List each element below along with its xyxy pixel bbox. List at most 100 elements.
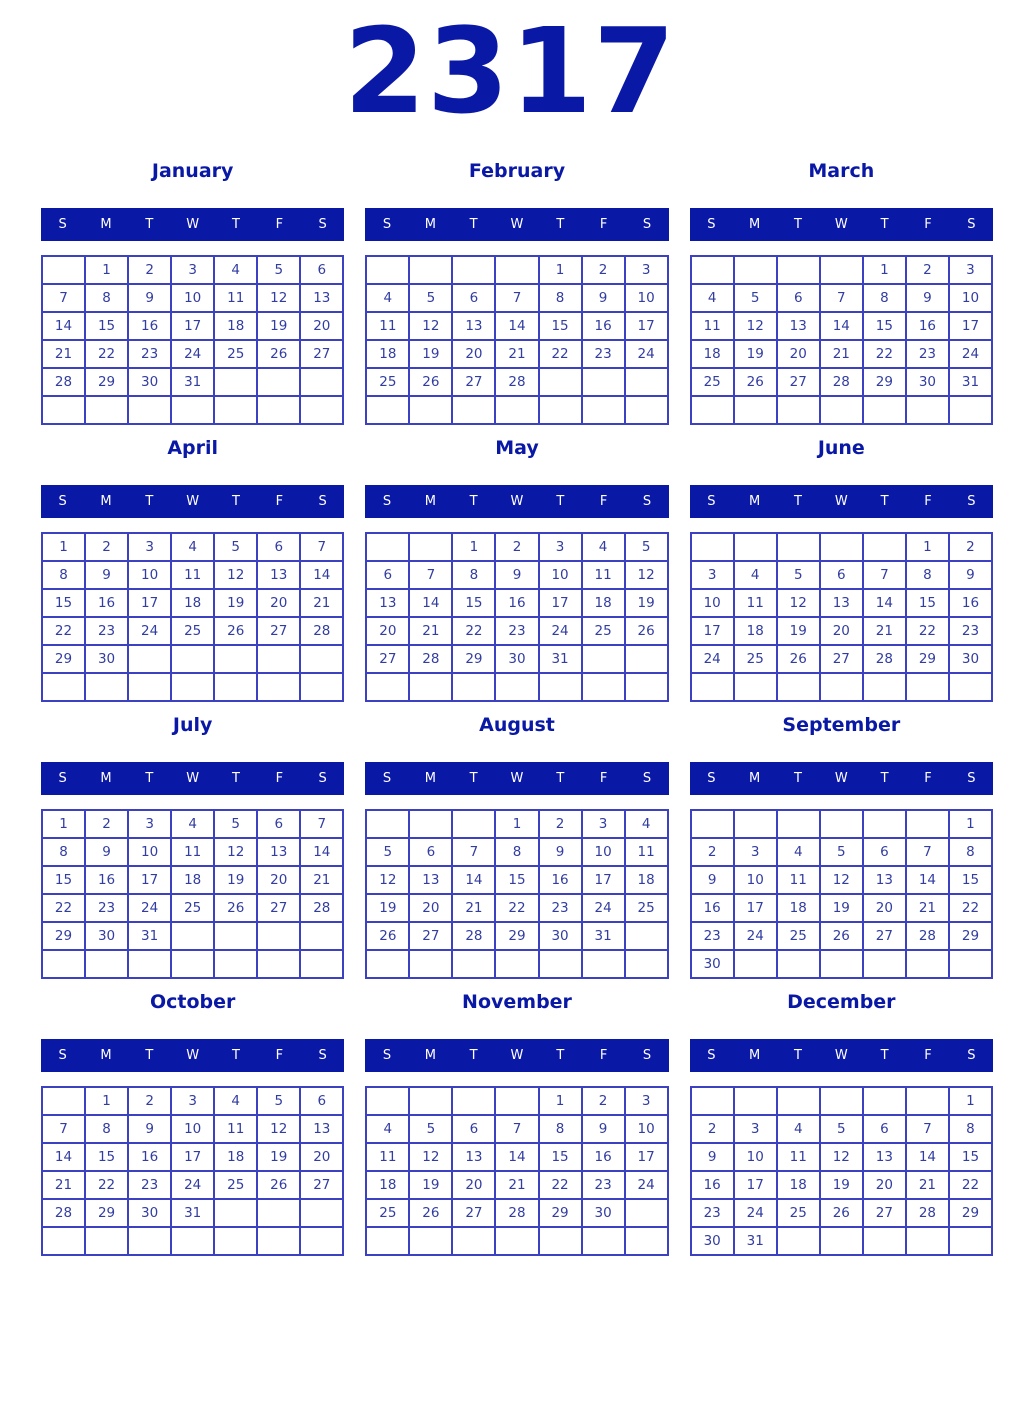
date-cell: 9: [949, 562, 993, 590]
date-cell: 2: [949, 534, 993, 562]
date-cell: [625, 397, 669, 425]
date-cell: [215, 646, 259, 674]
date-cell: 23: [582, 1172, 626, 1200]
date-cell: [906, 1088, 950, 1116]
date-cell: [691, 534, 735, 562]
day-of-week-label: M: [100, 217, 112, 232]
day-of-week-label: T: [145, 1048, 154, 1063]
date-cell: 14: [43, 313, 87, 341]
date-cell: [863, 534, 907, 562]
date-cell: 9: [129, 285, 173, 313]
date-cell: 10: [172, 285, 216, 313]
date-cell: 8: [539, 285, 583, 313]
date-cell: 30: [86, 646, 130, 674]
date-cell: 3: [625, 257, 669, 285]
date-cell: 10: [734, 867, 778, 895]
date-grid: 1 2 3 4 5 6 7 8 9 10 11 12 13 14 15 16 17 18 19 20 21 22 23 24 2…: [41, 532, 345, 702]
date-cell: 5: [367, 839, 411, 867]
date-cell: 29: [453, 646, 497, 674]
date-cell: [863, 397, 907, 425]
date-cell: 26: [367, 923, 411, 951]
day-of-week-label: T: [794, 1048, 802, 1063]
date-cell: 25: [777, 923, 821, 951]
date-cell: 4: [691, 285, 735, 313]
date-cell: 18: [172, 590, 216, 618]
date-cell: 26: [258, 341, 302, 369]
date-cell: [129, 646, 173, 674]
month-name: January: [151, 160, 234, 182]
date-cell: [820, 397, 864, 425]
date-cell: 29: [863, 369, 907, 397]
date-cell: 11: [777, 1144, 821, 1172]
date-cell: [301, 923, 345, 951]
date-cell: 5: [410, 1116, 454, 1144]
date-cell: [539, 674, 583, 702]
date-cell: 27: [777, 369, 821, 397]
date-cell: 18: [367, 1172, 411, 1200]
date-cell: 23: [691, 923, 735, 951]
date-cell: [906, 811, 950, 839]
date-cell: [820, 257, 864, 285]
date-cell: 23: [949, 618, 993, 646]
date-cell: [777, 674, 821, 702]
month-name: April: [167, 437, 219, 459]
date-cell: 24: [625, 1172, 669, 1200]
date-cell: 31: [172, 1200, 216, 1228]
date-cell: 28: [43, 1200, 87, 1228]
date-cell: [777, 534, 821, 562]
date-cell: 6: [301, 257, 345, 285]
day-of-week-label: T: [232, 494, 240, 509]
date-cell: 19: [734, 341, 778, 369]
date-cell: 29: [43, 646, 87, 674]
date-cell: 5: [215, 811, 259, 839]
date-cell: 6: [258, 534, 302, 562]
date-cell: [43, 674, 87, 702]
date-cell: [863, 674, 907, 702]
day-of-week-label: M: [424, 494, 436, 509]
date-cell: 15: [453, 590, 497, 618]
date-cell: 17: [949, 313, 993, 341]
date-cell: [301, 951, 345, 979]
date-cell: 27: [820, 646, 864, 674]
day-of-week-label: W: [510, 217, 524, 232]
date-cell: 24: [625, 341, 669, 369]
day-of-week-label: W: [510, 771, 524, 786]
month-name: June: [817, 437, 865, 459]
date-cell: 10: [691, 590, 735, 618]
day-of-week-label: F: [924, 494, 932, 509]
date-cell: 23: [86, 618, 130, 646]
date-cell: [906, 1228, 950, 1256]
day-of-week-label: S: [642, 1048, 652, 1063]
month-name: December: [787, 991, 896, 1013]
date-cell: [215, 951, 259, 979]
date-cell: 22: [453, 618, 497, 646]
day-of-week-label: W: [510, 494, 524, 509]
date-cell: 12: [367, 867, 411, 895]
date-cell: 25: [172, 618, 216, 646]
date-cell: [582, 369, 626, 397]
date-cell: 30: [86, 923, 130, 951]
date-cell: 30: [129, 369, 173, 397]
date-cell: 21: [301, 590, 345, 618]
date-cell: 14: [906, 867, 950, 895]
date-cell: 3: [539, 534, 583, 562]
date-cell: [906, 951, 950, 979]
day-of-week-label: F: [275, 494, 284, 509]
date-cell: [43, 1088, 87, 1116]
date-cell: 23: [906, 341, 950, 369]
date-cell: 25: [734, 646, 778, 674]
date-cell: 22: [906, 618, 950, 646]
date-cell: [410, 951, 454, 979]
date-cell: [777, 1228, 821, 1256]
day-of-week-label: S: [707, 771, 716, 786]
date-cell: 22: [949, 895, 993, 923]
date-grid: 1 2 3 4 5 6 7 8 9 10 11 12 13 14 15 16 17 18 19 20 21 22 23 24 2…: [689, 255, 993, 425]
date-cell: 22: [43, 618, 87, 646]
date-cell: 28: [43, 369, 87, 397]
day-of-week-label: S: [382, 1048, 392, 1063]
date-cell: 18: [215, 313, 259, 341]
date-cell: 19: [258, 313, 302, 341]
date-cell: 20: [453, 1172, 497, 1200]
date-cell: 17: [625, 313, 669, 341]
